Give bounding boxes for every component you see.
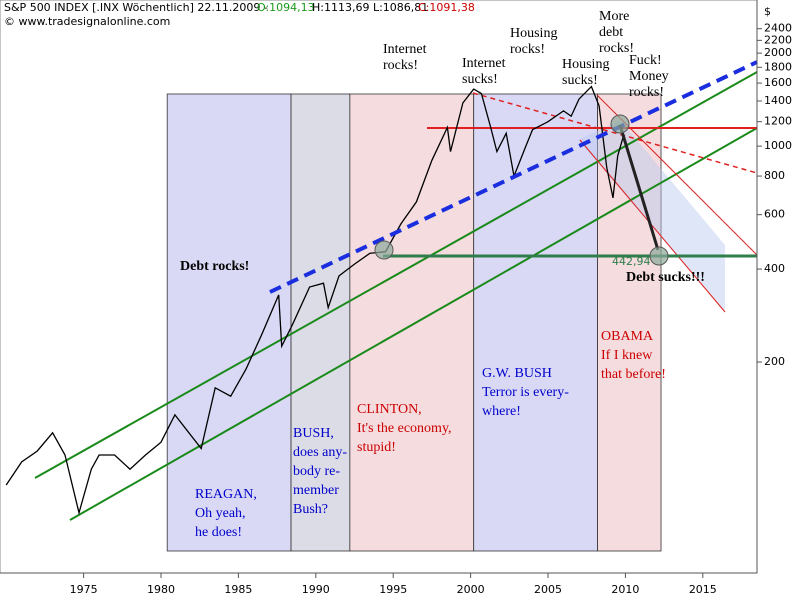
header-close: C:1091,38 [418, 1, 475, 14]
axis-unit: $ [764, 5, 771, 18]
period-label: It's the economy, [357, 421, 452, 436]
annotation: Housing [510, 26, 557, 41]
annotation: 442,94 [612, 255, 651, 268]
annotation: Debt sucks!!! [626, 270, 705, 285]
annotation: Internet [383, 42, 427, 57]
period-band [473, 93, 598, 552]
annotation: rocks! [510, 42, 545, 57]
y-tick-label: 800 [764, 169, 785, 182]
x-tick-label: 1990 [302, 583, 330, 596]
period-label: Bush? [293, 502, 328, 517]
annotation: Internet [462, 56, 506, 71]
annotation: Fuck! [629, 53, 662, 68]
period-band [166, 93, 292, 552]
x-tick-label: 1975 [70, 583, 98, 596]
x-tick-label: 1980 [147, 583, 175, 596]
y-tick-label: 1400 [764, 94, 792, 107]
trend-channel-upper [34, 71, 758, 479]
annotation: Debt rocks! [180, 259, 249, 274]
period-band [290, 93, 351, 552]
period-label: does any- [293, 445, 347, 460]
y-tick-label: 1600 [764, 76, 792, 89]
period-label: OBAMA [601, 329, 654, 344]
period-label: that before! [601, 367, 666, 382]
debt-trend [269, 60, 758, 294]
header-open: O:1094,13 [257, 1, 315, 14]
period-band [597, 93, 662, 552]
annotation: rocks! [629, 85, 664, 100]
period-label: CLINTON, [357, 402, 422, 417]
header-high-low: H:1113,69 L:1086,81 [312, 1, 428, 14]
marker [374, 240, 394, 260]
x-tick-label: 1985 [224, 583, 252, 596]
y-tick-label: 2400 [764, 22, 792, 35]
x-tick-label: 2000 [457, 583, 485, 596]
annotation: sucks! [462, 72, 498, 87]
y-tick-label: 2200 [764, 33, 792, 46]
y-tick-label: 400 [764, 262, 785, 275]
period-label: Oh yeah, [195, 506, 246, 521]
annotation: Housing [562, 57, 609, 72]
period-label: where! [482, 404, 521, 419]
header-title: S&P 500 INDEX [.INX Wöchentlich] 22.11.2… [4, 1, 268, 14]
period-label: REAGAN, [195, 487, 257, 502]
price-line [5, 85, 625, 516]
period-label: member [293, 483, 339, 498]
x-tick-label: 2015 [689, 583, 717, 596]
red-channel [579, 139, 726, 313]
y-tick-label: 2000 [764, 46, 792, 59]
y-tick-label: 1200 [764, 115, 792, 128]
period-band [349, 93, 475, 552]
annotation: rocks! [383, 58, 418, 73]
downtrend-line [472, 92, 758, 174]
period-label: If I knew [601, 348, 653, 363]
copyright: © www.tradesignalonline.com [4, 15, 170, 28]
y-tick-label: 1800 [764, 60, 792, 73]
y-tick-label: 1000 [764, 139, 792, 152]
marker [610, 114, 630, 134]
period-label: BUSH, [293, 426, 334, 441]
x-tick-label: 2010 [611, 583, 639, 596]
period-label: body re- [293, 464, 340, 479]
x-tick-label: 1995 [379, 583, 407, 596]
period-label: stupid! [357, 440, 396, 455]
annotation: sucks! [562, 73, 598, 88]
annotation: More [599, 9, 629, 24]
annotation: debt [599, 25, 623, 40]
annotation: Money [629, 69, 669, 84]
arrow [618, 124, 660, 251]
trend-channel-lower [69, 127, 758, 521]
annotation: rocks! [599, 41, 634, 56]
x-tick-label: 2005 [534, 583, 562, 596]
period-label: he does! [195, 525, 242, 540]
y-tick-label: 200 [764, 355, 785, 368]
forecast-area [578, 120, 725, 312]
period-label: Terror is every- [482, 385, 569, 400]
period-label: G.W. BUSH [482, 366, 552, 381]
y-tick-label: 600 [764, 208, 785, 221]
marker [649, 246, 669, 266]
